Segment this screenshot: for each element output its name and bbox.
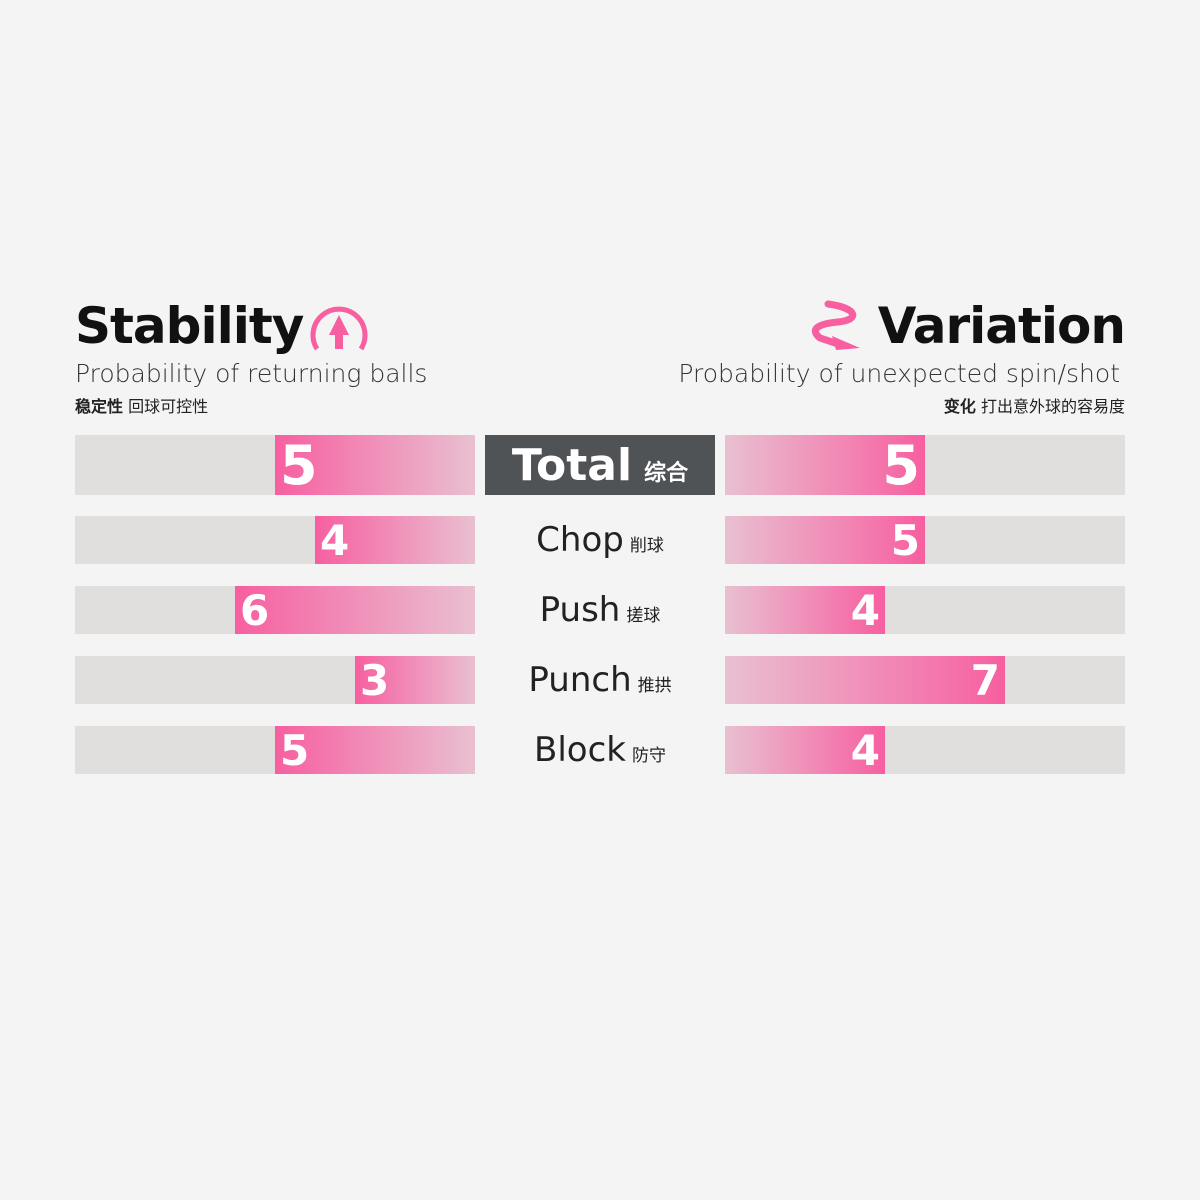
category-label: Block 防守 <box>485 726 715 780</box>
variation-title: Variation <box>877 297 1126 355</box>
stability-bar <box>355 656 475 704</box>
variation-bar <box>725 586 885 634</box>
variation-cn-text: 打出意外球的容易度 <box>980 397 1125 416</box>
stability-track: 4 <box>75 515 475 565</box>
variation-bar <box>725 726 885 774</box>
variation-track: 7 <box>725 655 1125 705</box>
stability-bar <box>275 435 475 495</box>
variation-value: 4 <box>850 725 880 775</box>
variation-bar <box>725 656 1005 704</box>
stability-cn: 稳定性 回球可控性 <box>75 396 208 418</box>
stability-bar <box>235 586 475 634</box>
category-label: Chop 削球 <box>485 516 715 570</box>
stability-cn-bold: 稳定性 <box>75 397 124 416</box>
stability-subtitle: Probability of returning balls <box>75 359 428 388</box>
variation-value: 4 <box>850 585 880 635</box>
category-label: Punch 推拱 <box>485 656 715 710</box>
variation-track: 4 <box>725 725 1125 775</box>
stability-track: 5 <box>75 433 475 497</box>
stability-cn-text: 回球可控性 <box>128 397 209 416</box>
category-label: Push 搓球 <box>485 586 715 640</box>
variation-bar <box>725 516 925 564</box>
category-name: Punch <box>528 660 632 700</box>
stability-track: 6 <box>75 585 475 635</box>
variation-bar <box>725 435 925 495</box>
stability-value: 5 <box>280 725 310 775</box>
category-name: Total <box>511 439 633 491</box>
category-name: Chop <box>536 520 624 560</box>
category-name-cn: 综合 <box>644 461 689 486</box>
stability-track: 3 <box>75 655 475 705</box>
variation-cn: 变化 打出意外球的容易度 <box>944 396 1125 418</box>
category-name: Block <box>534 730 626 770</box>
stability-value: 5 <box>280 433 318 497</box>
circle-arrow-up-icon <box>310 306 368 351</box>
category-name-cn: 搓球 <box>626 606 661 626</box>
category-name-cn: 防守 <box>631 746 666 766</box>
variation-track: 5 <box>725 515 1125 565</box>
variation-cn-bold: 变化 <box>943 397 976 416</box>
variation-value: 5 <box>882 433 920 497</box>
variation-value: 5 <box>890 515 920 565</box>
stability-bar <box>315 516 475 564</box>
stability-value: 3 <box>360 655 390 705</box>
variation-subtitle: Probability of unexpected spin/shot <box>678 359 1120 388</box>
stability-bar <box>275 726 475 774</box>
stability-title: Stability <box>75 297 304 355</box>
stability-track: 5 <box>75 725 475 775</box>
category-name: Push <box>539 590 621 630</box>
variation-value: 7 <box>970 655 1000 705</box>
category-name-cn: 推拱 <box>637 676 672 696</box>
stability-value: 6 <box>240 585 270 635</box>
variation-track: 4 <box>725 585 1125 635</box>
category-name-cn: 削球 <box>629 536 664 556</box>
curved-arrow-icon <box>812 300 860 350</box>
variation-track: 5 <box>725 433 1125 497</box>
category-label-total: Total 综合 <box>485 435 715 495</box>
stability-value: 4 <box>320 515 350 565</box>
